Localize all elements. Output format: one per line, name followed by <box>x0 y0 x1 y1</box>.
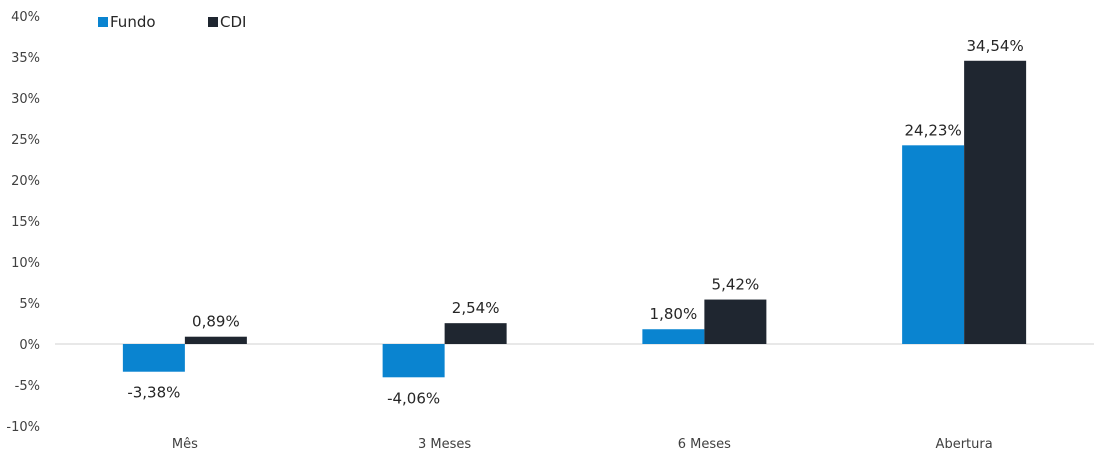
y-axis: 40% 35% 30% 25% 20% 15% 10% 5% 0% -5% -10% <box>6 10 40 435</box>
y-tick-label: 0% <box>19 338 40 353</box>
x-category-label: 6 Meses <box>678 437 731 452</box>
x-category-label: Mês <box>172 437 198 452</box>
bar-fundo-2 <box>642 329 705 344</box>
y-tick-label: -10% <box>6 420 40 435</box>
y-tick-label: 30% <box>11 92 40 107</box>
bar-fundo-1 <box>382 344 445 378</box>
legend: Fundo CDI <box>98 13 246 31</box>
y-tick-label: 10% <box>11 256 40 271</box>
data-label-cdi-0: 0,89% <box>192 313 240 331</box>
bar-cdi-1 <box>444 323 507 344</box>
legend-swatch-fundo <box>98 17 108 27</box>
bar-cdi-0 <box>184 336 247 344</box>
data-label-cdi-1: 2,54% <box>452 299 500 317</box>
y-tick-label: 40% <box>11 10 40 25</box>
legend-label-cdi: CDI <box>220 13 246 31</box>
y-tick-label: 35% <box>11 51 40 66</box>
data-label-fundo-0: -3,38% <box>127 384 180 402</box>
data-label-fundo-3: 24,23% <box>905 121 962 139</box>
bar-cdi-3 <box>964 60 1027 344</box>
bar-cdi-2 <box>704 299 767 344</box>
data-label-group: -3,38% 0,89% -4,06% 2,54% 1,80% 5,42% 24,23% 34… <box>127 37 1023 408</box>
x-category-label: Abertura <box>936 437 993 452</box>
bar-fundo-0 <box>122 344 185 372</box>
y-tick-label: -5% <box>15 379 40 394</box>
bar-fundo-3 <box>902 145 965 344</box>
data-label-fundo-1: -4,06% <box>387 389 440 407</box>
y-tick-label: 20% <box>11 174 40 189</box>
legend-label-fundo: Fundo <box>110 13 156 31</box>
bar-group <box>122 60 1027 378</box>
data-label-fundo-2: 1,80% <box>650 305 698 323</box>
data-label-cdi-2: 5,42% <box>712 276 760 294</box>
x-category-label: 3 Meses <box>418 437 471 452</box>
legend-swatch-cdi <box>208 17 218 27</box>
x-axis: Mês 3 Meses 6 Meses Abertura <box>172 437 993 452</box>
data-label-cdi-3: 34,54% <box>967 37 1024 55</box>
y-tick-label: 5% <box>19 297 40 312</box>
y-tick-label: 25% <box>11 133 40 148</box>
y-tick-label: 15% <box>11 215 40 230</box>
